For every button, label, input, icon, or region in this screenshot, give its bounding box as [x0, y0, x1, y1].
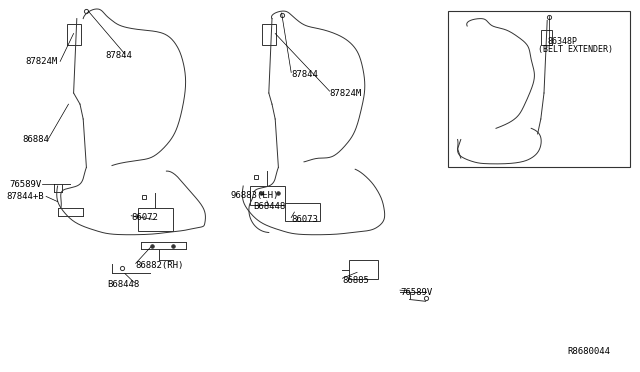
Text: B68448: B68448	[108, 280, 140, 289]
Bar	[138, 208, 173, 231]
Text: (BELT EXTENDER): (BELT EXTENDER)	[538, 45, 612, 54]
Text: 87824M: 87824M	[330, 89, 362, 97]
Bar	[285, 203, 320, 221]
Text: 87824M: 87824M	[26, 57, 58, 66]
Text: 87844: 87844	[291, 70, 318, 79]
Bar	[67, 24, 81, 45]
Text: 86882(RH): 86882(RH)	[136, 262, 184, 270]
Text: 87844+B: 87844+B	[6, 192, 44, 201]
Bar	[541, 30, 552, 45]
Text: 86073: 86073	[291, 215, 318, 224]
Bar	[262, 24, 276, 45]
Bar	[448, 11, 630, 167]
Text: 86885: 86885	[342, 276, 369, 285]
Text: 87844: 87844	[106, 51, 132, 60]
Text: 86072: 86072	[131, 213, 158, 222]
Text: 86884: 86884	[22, 135, 49, 144]
Text: 96883(LH): 96883(LH)	[230, 191, 279, 200]
Text: 76589V: 76589V	[10, 180, 42, 189]
Text: B68448: B68448	[253, 202, 285, 211]
Bar	[349, 260, 378, 279]
Text: R8680044: R8680044	[567, 347, 611, 356]
Text: 76589V: 76589V	[400, 288, 432, 296]
Text: 86348P: 86348P	[547, 37, 577, 46]
Bar	[250, 186, 285, 205]
